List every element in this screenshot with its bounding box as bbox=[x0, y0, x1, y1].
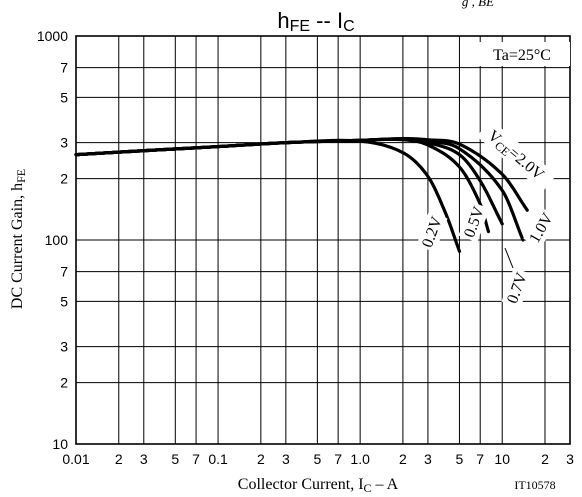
x-tick-label: 7 bbox=[334, 451, 342, 467]
chart-title: g , BE hFE -- IC bbox=[277, 0, 494, 35]
condition-label: Ta=25°C bbox=[493, 47, 551, 64]
x-axis-label: Collector Current, IC – A bbox=[238, 476, 399, 495]
x-tick-label: 0.1 bbox=[208, 451, 228, 467]
x-tick-labels: 0.01 2 3 5 7 0.1 2 3 5 7 1.0 2 3 5 7 10 2 3 bbox=[62, 451, 574, 467]
x-axis-label-unit: – A bbox=[372, 476, 399, 493]
x-tick-label: 3 bbox=[282, 451, 290, 467]
x-tick-label: 2 bbox=[541, 451, 549, 467]
x-tick-label: 7 bbox=[192, 451, 200, 467]
title-separator: -- bbox=[310, 8, 337, 33]
curves bbox=[74, 137, 529, 253]
y-tick-label: 7 bbox=[60, 264, 68, 280]
title-main: h bbox=[277, 8, 289, 33]
x-tick-label: 0.01 bbox=[62, 451, 89, 467]
x-tick-label: 1.0 bbox=[350, 451, 370, 467]
svg-text:hFE -- IC: hFE -- IC bbox=[277, 8, 354, 35]
x-axis-label-sub: C bbox=[364, 481, 372, 495]
title-main2: I bbox=[337, 8, 343, 33]
plot-frame bbox=[75, 35, 571, 445]
chart-title-overflow: g , BE bbox=[462, 0, 494, 9]
y-tick-label: 10 bbox=[52, 436, 68, 452]
series-label-0-7v-bg bbox=[501, 267, 533, 309]
x-tick-label: 5 bbox=[171, 451, 179, 467]
condition-label-group: Ta=25°C bbox=[474, 42, 570, 66]
y-tick-label: 1000 bbox=[37, 28, 68, 44]
grid bbox=[75, 35, 571, 445]
x-axis-label-main: Collector Current, I bbox=[238, 476, 364, 493]
x-tick-label: 3 bbox=[140, 451, 148, 467]
x-tick-label: 3 bbox=[566, 451, 574, 467]
y-axis-label-main: DC Current Gain, h bbox=[9, 183, 26, 309]
y-tick-label: 5 bbox=[60, 293, 68, 309]
curve-vce-0-2v bbox=[74, 138, 462, 253]
x-tick-label: 5 bbox=[313, 451, 321, 467]
x-tick-label: 3 bbox=[424, 451, 432, 467]
x-tick-label: 2 bbox=[257, 451, 265, 467]
y-tick-label: 7 bbox=[60, 60, 68, 76]
series-label-1-0v-bg bbox=[523, 207, 559, 249]
x-tick-label: 7 bbox=[476, 451, 484, 467]
series-label-0-7v-leader bbox=[504, 247, 514, 269]
series-label-2-0v-bg bbox=[476, 119, 557, 192]
y-tick-label: 3 bbox=[60, 135, 68, 151]
y-tick-label: 2 bbox=[60, 375, 68, 391]
x-tick-label: 5 bbox=[456, 451, 464, 467]
figure-id: IT10578 bbox=[514, 478, 555, 492]
x-tick-label: 2 bbox=[399, 451, 407, 467]
y-axis-label: DC Current Gain, hFE bbox=[9, 169, 28, 309]
curve-vce-2-0v bbox=[74, 137, 529, 212]
y-axis-label-sub: FE bbox=[14, 169, 28, 183]
series-label-0-2v-bg bbox=[416, 211, 448, 253]
title-main-sub: FE bbox=[290, 18, 310, 35]
y-tick-label: 5 bbox=[60, 89, 68, 105]
y-tick-label: 3 bbox=[60, 339, 68, 355]
y-tick-label: 2 bbox=[60, 171, 68, 187]
x-tick-label: 10 bbox=[494, 451, 510, 467]
title-main2-sub: C bbox=[343, 18, 355, 35]
series-label-0-5v-bg bbox=[458, 201, 490, 243]
y-tick-labels: 10 2 3 5 7 100 2 3 5 7 1000 bbox=[37, 28, 68, 452]
y-tick-label: 100 bbox=[45, 232, 69, 248]
x-tick-label: 2 bbox=[115, 451, 123, 467]
